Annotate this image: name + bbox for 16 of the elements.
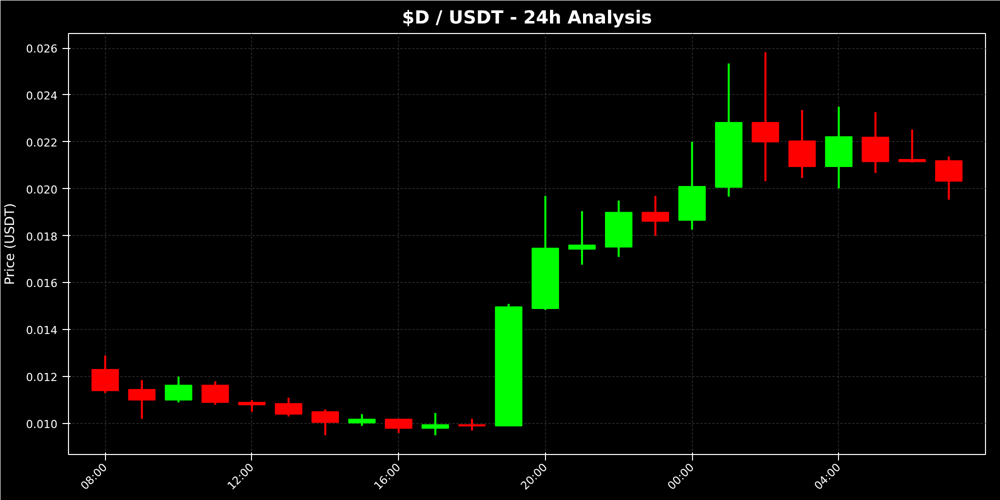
candlestick bbox=[458, 418, 486, 432]
candlestick bbox=[422, 412, 450, 436]
candlestick bbox=[568, 210, 596, 266]
candlestick bbox=[898, 128, 926, 164]
chart-title: $D / USDT - 24h Analysis bbox=[402, 8, 652, 28]
y-tick-label: 0.026 bbox=[26, 42, 58, 56]
y-tick-label: 0.012 bbox=[26, 371, 58, 384]
y-tick-label: 0.016 bbox=[26, 277, 58, 290]
y-tick-label: 0.024 bbox=[26, 89, 58, 102]
candlestick bbox=[238, 399, 266, 413]
y-tick-label: 0.014 bbox=[26, 324, 58, 338]
y-tick-label: 0.010 bbox=[26, 418, 58, 432]
y-tick-label: 0.020 bbox=[26, 183, 58, 196]
y-tick-label: 0.022 bbox=[26, 136, 58, 150]
y-tick-label: 0.018 bbox=[26, 230, 58, 244]
y-axis-title: Price (USDT) bbox=[3, 203, 18, 285]
